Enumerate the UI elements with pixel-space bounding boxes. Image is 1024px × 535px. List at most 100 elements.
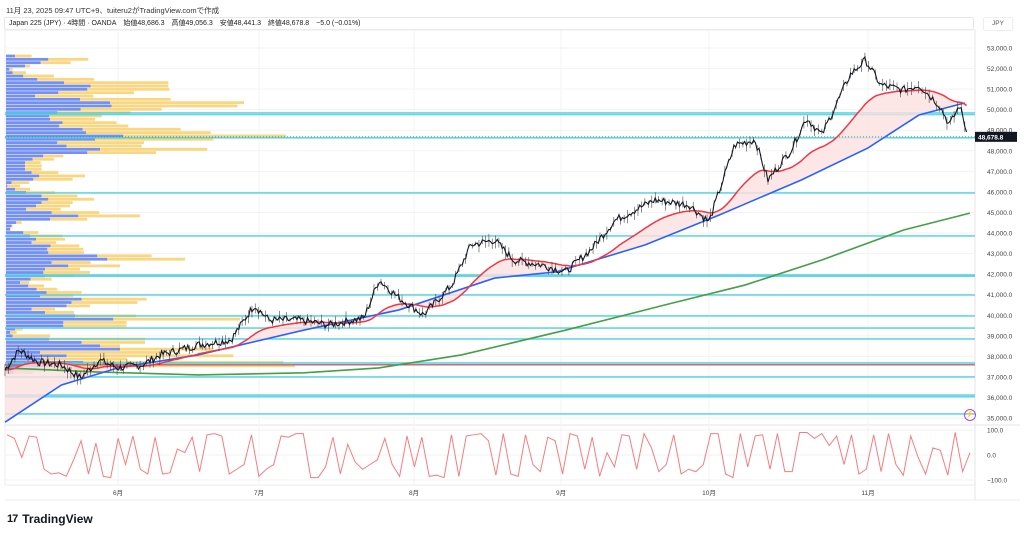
profile-row-down [15, 187, 30, 191]
y-tick-label: 38,000.0 [987, 354, 1013, 361]
profile-row-down [43, 271, 90, 274]
profile-row-down [120, 347, 214, 351]
profile-row-down [68, 264, 120, 268]
profile-row-up [6, 81, 64, 85]
profile-row-down [63, 321, 127, 324]
profile-row-down [81, 341, 145, 344]
profile-row-up [6, 287, 37, 291]
profile-row-down [100, 147, 208, 151]
profile-row-down [33, 177, 73, 181]
profile-row-down [66, 304, 90, 308]
profile-row-down [40, 294, 74, 298]
profile-row-down [50, 244, 80, 248]
profile-row-down [86, 131, 211, 135]
profile-row-up [6, 87, 88, 91]
last-price-badge [975, 131, 1017, 142]
x-tick-label: 11月 [861, 489, 874, 497]
last-price-label: 48,678.8 [978, 134, 1004, 141]
osc-tick-label: −100.0 [987, 478, 1007, 485]
profile-row-down [49, 114, 102, 118]
profile-row-up [6, 127, 83, 131]
y-tick-label: 41,000.0 [987, 292, 1013, 299]
osc-tick-label: 0.0 [987, 453, 996, 460]
close-value: 終値48,678.8 [267, 20, 310, 27]
profile-row-up [6, 321, 64, 324]
profile-row-down [39, 174, 85, 178]
profile-row-up [6, 67, 10, 71]
profile-row-up [6, 54, 15, 58]
price-line [4, 55, 968, 380]
profile-row-up [6, 331, 10, 334]
profile-row-down [25, 167, 42, 171]
profile-row-down [110, 101, 244, 105]
lightning-icon[interactable]: ⚡ [964, 409, 976, 421]
profile-row-up [6, 167, 25, 171]
profile-row-down [9, 67, 13, 71]
profile-row-up [6, 164, 25, 168]
profile-row-up [6, 174, 40, 178]
profile-row-up [6, 267, 45, 271]
profile-row-up [6, 221, 16, 224]
profile-row-down [63, 324, 127, 328]
y-tick-label: 47,000.0 [987, 169, 1013, 176]
profile-row-up [6, 137, 95, 141]
profile-row-down [50, 117, 95, 121]
profile-row-down [46, 291, 82, 294]
profile-row-down [10, 227, 11, 231]
profile-row-down [43, 154, 64, 158]
profile-row-up [6, 134, 124, 138]
profile-row-up [6, 177, 34, 181]
profile-row-up [6, 204, 36, 208]
change-value: −5.0 (−0.01%) [316, 20, 361, 27]
profile-row-up [6, 124, 60, 128]
profile-row-up [6, 347, 120, 351]
profile-row-down [66, 354, 234, 358]
profile-row-down [15, 54, 32, 58]
profile-row-up [6, 217, 50, 221]
profile-row-down [95, 137, 214, 141]
profile-row-up [6, 277, 31, 281]
profile-row-up [6, 294, 40, 298]
x-tick-label: 10月 [702, 489, 716, 497]
profile-row-down [80, 97, 171, 101]
profile-row-down [47, 247, 84, 251]
profile-row-up [6, 157, 33, 161]
profile-row-up [6, 117, 50, 121]
profile-row-up [6, 121, 63, 125]
profile-row-up [6, 201, 42, 204]
y-tick-label: 48,000.0 [987, 148, 1013, 155]
profile-row-up [6, 114, 50, 118]
profile-row-down [80, 107, 162, 111]
profile-row-down [20, 281, 30, 284]
profile-row-up [6, 84, 91, 88]
profile-row-up [6, 187, 15, 191]
profile-row-down [37, 77, 94, 81]
y-tick-label: 53,000.0 [987, 46, 1013, 53]
y-tick-label: 45,000.0 [987, 210, 1013, 217]
profile-row-up [6, 351, 40, 354]
y-tick-label: 52,000.0 [987, 66, 1013, 73]
profile-row-down [81, 297, 147, 301]
symbol-info[interactable]: Japan 225 (JPY) · 4時間 · OANDA [9, 20, 117, 27]
brand-name: TradingView [22, 512, 93, 526]
y-tick-label: 39,000.0 [987, 333, 1013, 340]
ema-cloud-fill [5, 90, 967, 423]
profile-row-down [41, 201, 73, 204]
profile-row-up [6, 257, 108, 261]
profile-row-down [31, 171, 59, 174]
profile-row-down [78, 214, 140, 218]
profile-row-down [7, 184, 20, 188]
currency-button[interactable]: JPY [983, 17, 1013, 31]
profile-row-up [6, 91, 59, 95]
profile-row-down [28, 284, 44, 288]
y-tick-label: 49,000.0 [987, 128, 1013, 135]
profile-row-up [6, 144, 67, 148]
profile-row-up [6, 214, 79, 218]
profile-row-up [6, 154, 44, 158]
profile-row-up [6, 161, 25, 165]
profile-row-down [25, 164, 42, 168]
profile-row-up [6, 181, 12, 184]
profile-row-up [6, 297, 82, 301]
profile-row-up [6, 261, 52, 264]
